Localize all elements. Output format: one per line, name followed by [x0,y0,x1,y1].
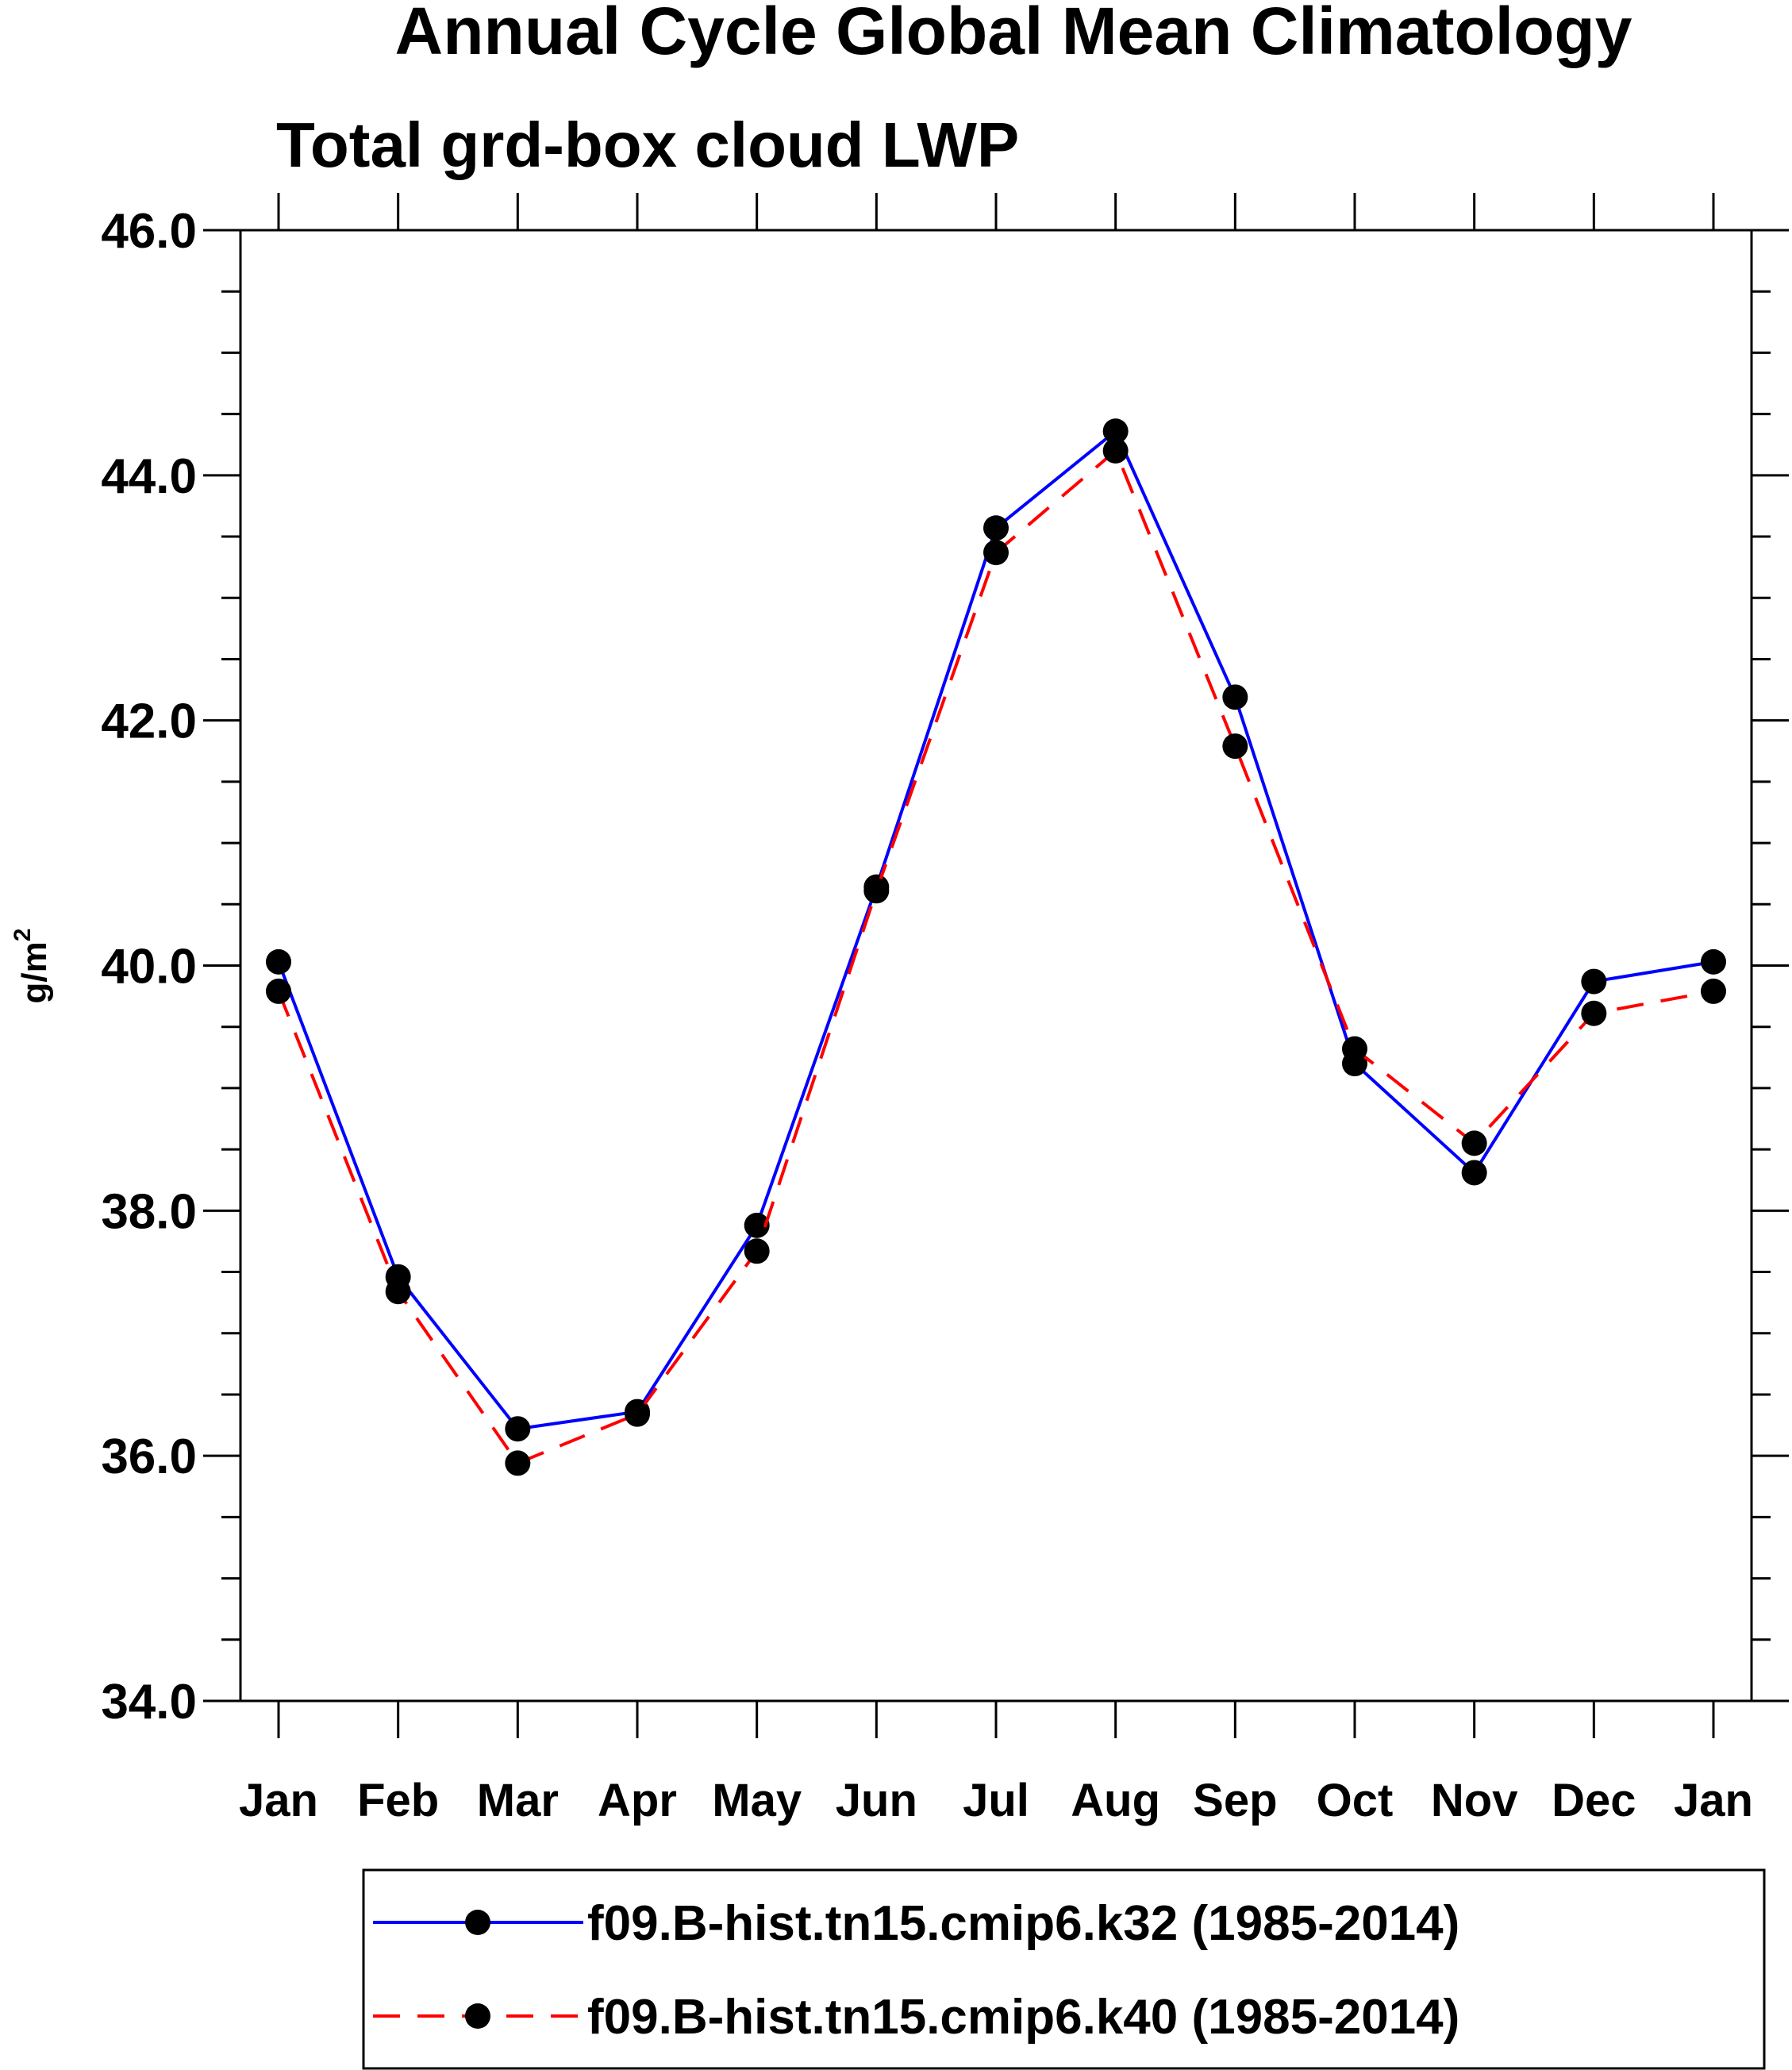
series-2-point [266,978,291,1004]
series-2-point [505,1450,531,1476]
x-tick-label: Dec [1552,1775,1636,1826]
y-tick-label: 40.0 [101,940,197,995]
series-1-point [1222,684,1248,710]
svg-text:g/m2: g/m2 [10,929,54,1004]
series-2-point [385,1279,411,1305]
chart-subtitle: Total grd-box cloud LWP [276,110,1019,180]
x-tick-label: Jan [1674,1775,1753,1826]
x-tick-label: Nov [1431,1775,1518,1826]
legend-label-2: f09.B-hist.tn15.cmip6.k40 (1985-2014) [587,1990,1459,2045]
series-1-point [983,515,1009,541]
y-tick-label: 38.0 [101,1184,197,1239]
x-tick-label: Jul [963,1775,1029,1826]
series-2-point [625,1401,650,1427]
y-tick-label: 46.0 [101,204,197,259]
y-tick-label: 42.0 [101,694,197,749]
legend-marker-1 [465,1910,490,1935]
series-1-point [1461,1160,1487,1186]
x-tick-label: Aug [1071,1775,1160,1826]
legend: f09.B-hist.tn15.cmip6.k32 (1985-2014) f09… [373,1896,1459,2045]
series-2-point [1102,437,1129,464]
y-tick-label: 34.0 [101,1675,197,1729]
series-2-point [744,1238,770,1264]
series-2-point [1701,978,1726,1004]
x-tick-label: Apr [598,1775,677,1826]
y-axis-label: g/m2 [10,929,54,1004]
plot-area: Jan Feb Mar Apr May Jun Jul Aug Sep Oct Nov Dec Jan 3… [101,193,1789,1826]
legend-box [362,1868,1766,2070]
x-tick-label: Mar [477,1775,559,1826]
chart-title: Annual Cycle Global Mean Climatology [395,0,1632,68]
series-1-point [266,948,291,975]
y-tick-label: 36.0 [101,1429,197,1484]
x-tick-label: May [712,1775,802,1826]
y-axis-label-base: g/m [15,941,54,1003]
series-1-point [505,1416,531,1442]
legend-marker-2 [465,2003,490,2029]
series-line-1 [277,429,1714,1431]
x-tick-label: Oct [1317,1775,1394,1826]
series-1-point [1102,418,1129,444]
series-2-point [863,878,890,904]
plot-frame [239,229,1753,1703]
y-tick-label: 44.0 [101,449,197,504]
legend-label-1: f09.B-hist.tn15.cmip6.k32 (1985-2014) [587,1896,1459,1951]
series-2-point [1342,1036,1367,1062]
series-1-point [1581,968,1607,995]
series-2-point [1222,733,1248,760]
series-2-point [1461,1130,1487,1156]
y-axis-label-superscript: 2 [10,929,36,942]
series-line-2 [277,448,1714,1465]
series-1-point [1701,948,1726,975]
series-2-point [1581,1000,1607,1026]
series-2-point [983,540,1009,566]
x-tick-label: Jun [836,1775,917,1826]
series-1-point [744,1212,770,1238]
x-tick-label: Jan [239,1775,318,1826]
x-tick-label: Sep [1193,1775,1277,1826]
x-tick-label: Feb [357,1775,439,1826]
